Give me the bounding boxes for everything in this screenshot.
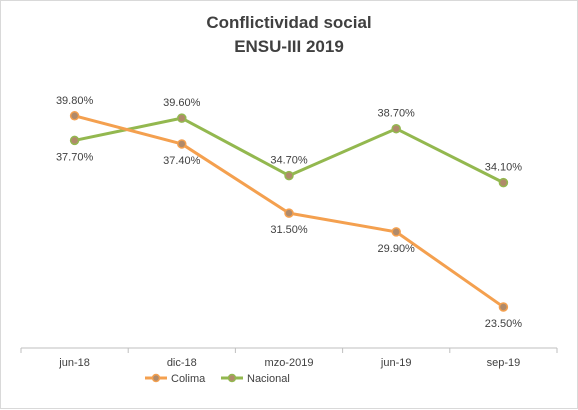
data-label-colima: 29.90% — [378, 243, 416, 255]
chart-title-block: Conflictividad social ENSU-III 2019 — [1, 11, 577, 59]
data-point-nacional — [177, 113, 187, 123]
data-label-colima: 23.50% — [485, 318, 523, 330]
legend-item-nacional: Nacional — [221, 373, 290, 385]
chart-subtitle: ENSU-III 2019 — [234, 37, 344, 56]
data-label-colima: 31.50% — [270, 224, 308, 236]
legend-label: Nacional — [247, 373, 290, 385]
data-point-nacional — [391, 123, 401, 134]
data-label-nacional: 39.60% — [163, 97, 201, 109]
legend-label: Colima — [171, 373, 206, 385]
data-point-colima — [284, 208, 294, 218]
data-label-nacional: 37.70% — [56, 151, 94, 163]
legend-swatch-marker — [227, 373, 237, 383]
data-point-colima — [177, 139, 187, 149]
data-point-colima — [498, 302, 509, 312]
x-tick-label: sep-19 — [487, 357, 521, 369]
legend-swatch-marker — [151, 373, 161, 383]
data-label-nacional: 34.10% — [485, 162, 523, 174]
data-label-colima: 39.80% — [56, 95, 94, 107]
data-label-nacional: 38.70% — [378, 108, 416, 120]
data-point-colima — [391, 227, 401, 237]
data-point-nacional — [498, 177, 509, 188]
chart-title: Conflictividad social — [206, 13, 372, 32]
x-tick-label: dic-18 — [167, 357, 197, 369]
x-tick-label: jun-19 — [380, 357, 412, 369]
data-point-colima — [69, 111, 80, 121]
x-tick-label: mzo-2019 — [265, 357, 314, 369]
x-tick-label: jun-18 — [58, 357, 90, 369]
legend-item-colima: Colima — [145, 373, 206, 385]
data-label-nacional: 34.70% — [270, 155, 308, 167]
data-label-colima: 37.40% — [163, 155, 201, 167]
data-point-nacional — [284, 170, 294, 181]
data-point-nacional — [69, 135, 80, 146]
